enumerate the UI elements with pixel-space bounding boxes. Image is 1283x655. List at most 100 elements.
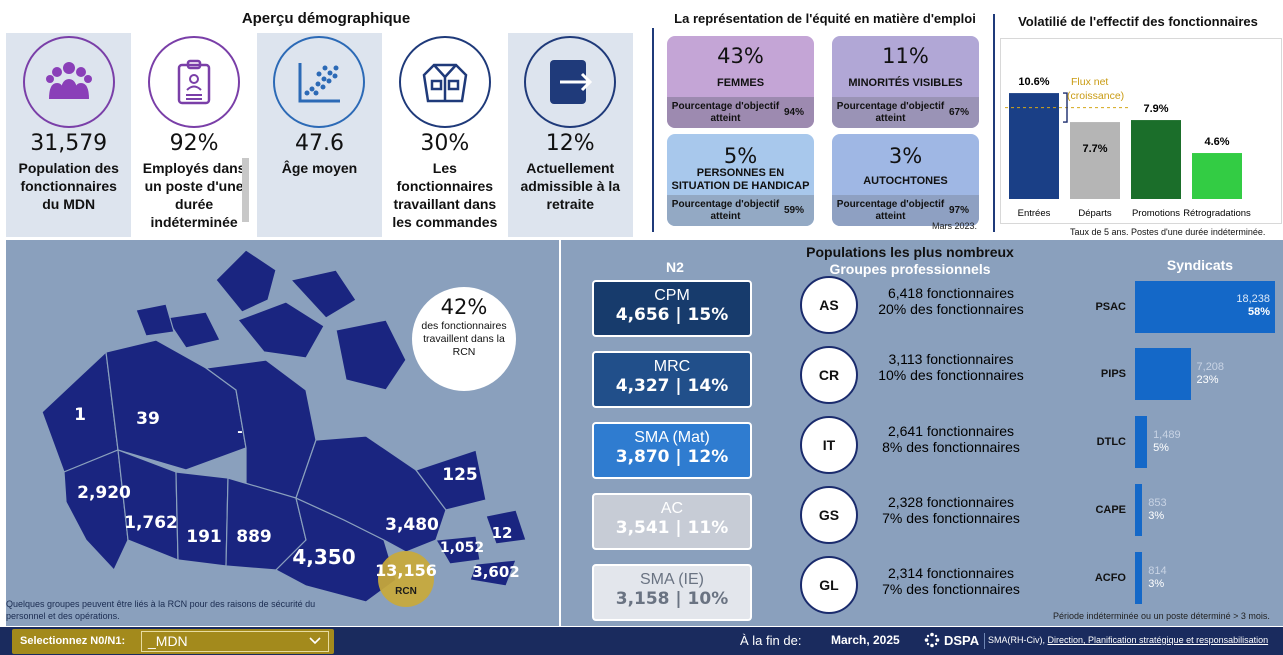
union-bar[interactable] (1135, 484, 1143, 536)
union-label: CAPE (1095, 504, 1126, 516)
saskatchewan-region (175, 471, 229, 567)
scrollbar[interactable] (241, 158, 249, 222)
bottom-bar: Selectionnez N0/N1: _MDN À la fin de: Ma… (0, 627, 1283, 655)
equity-card-disabilities: 5% PERSONNES EN SITUATION DE HANDICAP Po… (667, 134, 814, 226)
unions-title: Syndicats (1166, 257, 1234, 273)
footer-credit: SMA(RH-Civ), Direction, Planification st… (988, 635, 1268, 645)
eq-foot-label: Pourcentage d'objectif atteint (836, 198, 945, 222)
union-value: 1,489 5% (1153, 429, 1181, 455)
bar-2[interactable] (1131, 120, 1181, 199)
bar-3[interactable] (1192, 153, 1242, 199)
bar-0[interactable] (1009, 93, 1059, 199)
eq-foot-value: 67% (949, 107, 970, 118)
region-value-quebec: 3,480 (385, 515, 439, 535)
volatility-chart: 10.6% Entrées 7.7% Départs 7.9% Promotions 4.6… (1000, 38, 1282, 224)
n2-name: MRC (653, 358, 691, 375)
demo-card-retirement: 12% Actuellement admissible à la retrait… (507, 33, 633, 237)
bar-1[interactable] (1070, 122, 1120, 199)
dspa-logo-icon (924, 632, 940, 648)
canada-map[interactable]: 1 39 - 2,920 1,762 191 889 4,350 3,480 1… (6, 240, 559, 626)
arctic-island (135, 303, 175, 337)
equity-card-visible-minorities: 11% MINORITÉS VISIBLES Pourcentage d'obj… (832, 36, 979, 128)
n2-box-cpm[interactable]: CPM 4,656 | 15% (592, 280, 752, 337)
union-label: ACFO (1094, 572, 1126, 584)
footer-link[interactable]: Direction, Planification stratégique et … (1047, 635, 1269, 645)
n2-box-sma-ie[interactable]: SMA (IE) 3,158 | 10% (592, 564, 752, 621)
divider (993, 14, 995, 232)
category-label: Entrées (1018, 208, 1051, 219)
eq-foot-value: 97% (949, 205, 970, 216)
group-count: 3,113 fonctionnaires (888, 351, 1014, 367)
n2-stat: 3,158 | 10% (615, 589, 729, 609)
population-value: 31,579 (30, 131, 108, 156)
n2-name: AC (660, 500, 684, 517)
net-flow-label: (croissance) (1067, 90, 1124, 102)
group-count: 2,328 fonctionnaires (887, 494, 1015, 510)
union-bar[interactable] (1135, 348, 1191, 400)
chevron-down-icon (308, 633, 322, 653)
group-text-gl: 2,314 fonctionnaires 7% des fonctionnair… (866, 565, 1036, 597)
eq-pct: 11% (882, 44, 929, 68)
union-bar[interactable] (1135, 416, 1148, 468)
equity-title: La représentation de l'équité en matière… (674, 11, 976, 26)
map-note: Quelques groupes peuvent être liés à la … (6, 599, 316, 621)
commands-value: 30% (420, 131, 470, 156)
population-label: Population des fonctionnaires du MDN (18, 160, 119, 212)
indeterminate-value: 92% (169, 131, 219, 156)
id-badge-icon (148, 36, 241, 128)
category-label: Rétrogradations (1183, 208, 1251, 219)
rcn-value: 13,156 (375, 561, 437, 580)
commands-label: Les fonctionnaires travaillant dans les … (391, 160, 498, 233)
region-value-manitoba: 889 (236, 527, 272, 547)
n2-box-sma-mat[interactable]: SMA (Mat) 3,870 | 12% (592, 422, 752, 479)
n2-stat: 4,656 | 15% (615, 305, 729, 325)
union-label: DTLC (1096, 436, 1126, 448)
arctic-island (164, 311, 221, 349)
group-circle-it[interactable]: IT (800, 416, 858, 474)
region-value-nwt: 39 (136, 409, 160, 429)
nb-region (435, 535, 481, 565)
bc-region (63, 449, 129, 572)
rcn-bubble[interactable] (378, 551, 434, 607)
rcn-share-circle: 42% des fonctionnaires travaillent dans … (412, 287, 516, 391)
populations-title: Populations les plus nombreux (806, 244, 1014, 260)
group-circle-cr[interactable]: CR (800, 346, 858, 404)
group-text-cr: 3,113 fonctionnaires 10% des fonctionnai… (866, 351, 1036, 383)
group-circle-gl[interactable]: GL (800, 556, 858, 614)
region-value-ns: 3,602 (472, 563, 519, 581)
group-pct: 10% des fonctionnaires (878, 367, 1024, 383)
volatility-chart-svg: 10.6% Entrées 7.7% Départs 7.9% Promotions 4.6… (1005, 76, 1251, 219)
union-pct: 3% (1148, 578, 1165, 590)
union-bar[interactable] (1135, 281, 1275, 333)
region-value-alberta: 1,762 (124, 513, 178, 533)
region-value-nunavut: - (237, 425, 242, 440)
group-circle-gs[interactable]: GS (800, 486, 858, 544)
org-select-dropdown[interactable]: _MDN (141, 631, 329, 652)
equity-date: Mars 2023. (932, 221, 978, 231)
uniform-icon (398, 36, 491, 128)
union-bar[interactable] (1135, 552, 1143, 604)
union-pct: 58% (1247, 306, 1270, 318)
group-pct: 8% des fonctionnaires (882, 439, 1020, 455)
group-code: AS (819, 297, 839, 313)
footer-link-prefix: SMA(RH-Civ), (988, 635, 1048, 645)
bar-value-label: 7.9% (1143, 103, 1168, 115)
n2-box-mrc[interactable]: MRC 4,327 | 14% (592, 351, 752, 408)
arctic-island (215, 249, 277, 313)
eq-foot-label: Pourcentage d'objectif atteint (671, 198, 780, 222)
equity-card-indigenous: 3% AUTOCHTONES Pourcentage d'objectif at… (832, 134, 979, 226)
dspa-logo: DSPA (924, 632, 979, 648)
labrador-region (415, 449, 487, 511)
equity-card-women: 43% FEMMES Pourcentage d'objectif attein… (667, 36, 814, 128)
eq-foot-label: Pourcentage d'objectif atteint (836, 100, 945, 124)
group-circle-as[interactable]: AS (800, 276, 858, 334)
bar-value-label: 7.7% (1082, 143, 1107, 155)
n2-stat: 3,541 | 11% (615, 518, 729, 538)
eq-name: PERSONNES EN SITUATION DE HANDICAP (671, 167, 810, 192)
n2-box-ac[interactable]: AC 3,541 | 11% (592, 493, 752, 550)
union-count: 853 (1148, 497, 1167, 509)
group-count: 2,641 fonctionnaires (887, 423, 1015, 439)
union-pct: 5% (1153, 442, 1169, 454)
union-pct: 23% (1196, 374, 1219, 386)
retirement-label: Actuellement admissible à la retraite (520, 160, 621, 212)
